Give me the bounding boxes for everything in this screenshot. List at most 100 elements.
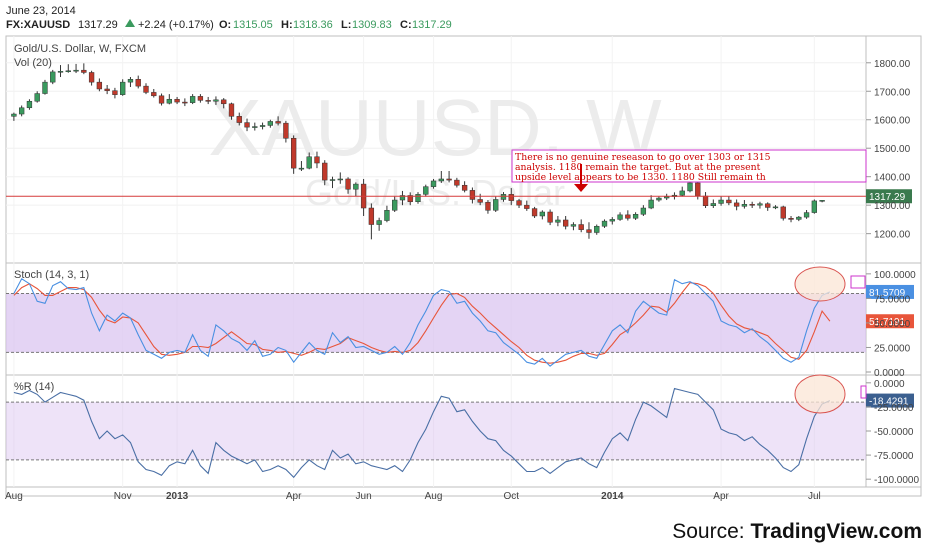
candle-body [314, 156, 320, 164]
williams-tick-label: -50.0000 [874, 427, 914, 438]
candle-body [205, 100, 211, 102]
candle-body [65, 70, 71, 73]
candle-body [81, 69, 87, 73]
candle-body [73, 69, 79, 72]
annotation-line-2: analysis. 1180 remain the target. But at… [515, 162, 761, 173]
annotation-box [511, 149, 867, 183]
last-price-readout: 1317.29 [78, 19, 118, 31]
axis-labels: 1200.00 1300.00 1400.00 1500.00 1600.00 1700.… [5, 59, 919, 502]
candle-body [322, 162, 328, 181]
williams-tick-label: -25.0000 [874, 403, 914, 414]
open-value: 1315.05 [233, 19, 273, 31]
time-tick-label: Apr [713, 491, 729, 502]
candle-body [687, 182, 693, 192]
stoch-band-fill [6, 293, 866, 353]
candle-body [547, 211, 553, 223]
time-tick-label: Oct [503, 491, 519, 502]
candle-body [345, 178, 351, 190]
candle-body [648, 199, 654, 209]
candle-body [819, 200, 825, 202]
candle-body [788, 218, 794, 220]
price-tick-label: 1400.00 [874, 173, 911, 184]
candle-body [718, 199, 724, 204]
candle-body [562, 219, 569, 227]
candle-body [524, 204, 530, 209]
candle-body [796, 216, 802, 220]
ohlc-readout: FX:XAUUSD 1317.29 +2.24 (+0.17%) O: 1315… [6, 19, 452, 31]
candle-body [368, 207, 375, 225]
close-value: 1317.29 [412, 19, 452, 31]
candle-body [531, 208, 538, 217]
candle-body [353, 183, 359, 190]
stoch-k-tag [866, 284, 914, 299]
close-label: C: [400, 19, 412, 31]
candle-body [290, 137, 297, 169]
candle-body [57, 71, 64, 73]
source-credit: Source: TradingView.com [672, 520, 922, 543]
candle-body [664, 196, 670, 199]
candle-body [469, 190, 476, 200]
source-prefix: Source: [672, 520, 750, 543]
annotation-line-3: upside level appears to be 1330. 1180 St… [515, 172, 766, 183]
candle-body [197, 96, 204, 101]
current-price-tag-label: 1317.29 [869, 192, 906, 203]
candle-body [477, 199, 483, 203]
candle-body [516, 200, 522, 206]
candle-body [213, 99, 219, 102]
candle-body [306, 156, 312, 169]
candle-body [625, 214, 631, 219]
candle-body [493, 199, 499, 211]
high-value: 1318.36 [293, 19, 333, 31]
candle-body [811, 200, 818, 213]
candle-body [158, 95, 165, 104]
volume-indicator-label: Vol (20) [14, 57, 52, 69]
change-readout: +2.24 (+0.17%) [138, 19, 214, 31]
candle-body [803, 212, 810, 218]
up-arrow-icon [125, 19, 135, 27]
candle-body [765, 203, 771, 208]
candle-body [702, 195, 709, 206]
annotation-line-1: There is no genuine reseason to go over … [515, 152, 771, 163]
candle-body [570, 224, 577, 227]
candle-body [415, 194, 421, 202]
candle-body [485, 202, 491, 211]
candle-body [430, 180, 437, 187]
candle-body [438, 178, 444, 182]
candle-body [236, 116, 242, 123]
candle-body [267, 121, 274, 126]
candle-body [454, 179, 460, 186]
price-candles: 1317.29 [6, 63, 912, 240]
candle-body [259, 125, 266, 127]
candle-body [221, 99, 227, 105]
candle-body [96, 81, 103, 90]
stoch-k-line [13, 278, 831, 367]
williams-tick-label: -75.0000 [874, 451, 914, 462]
analysis-annotation: There is no genuine reseason to go over … [511, 149, 867, 192]
stoch-pane-title: Stoch (14, 3, 1) [14, 269, 89, 281]
stoch-k-tag-label: 81.5709 [869, 288, 906, 299]
low-value: 1309.83 [352, 19, 392, 31]
candle-body [135, 79, 141, 87]
candle-body [601, 220, 608, 227]
candle-body [127, 79, 134, 83]
candle-body [298, 167, 305, 170]
candle-body [182, 101, 188, 104]
candle-body [733, 202, 740, 207]
candle-body [710, 203, 716, 206]
candle-body [88, 72, 95, 83]
candle-body [609, 219, 615, 222]
candle-body [423, 186, 429, 195]
candle-body [695, 182, 701, 197]
candle-body [50, 71, 56, 83]
candle-body [508, 194, 514, 201]
down-arrow-icon [574, 184, 588, 192]
williams-tick-label: -100.0000 [874, 475, 919, 486]
candle-body [757, 203, 763, 206]
candle-body [632, 214, 639, 219]
symbol-label: FX:XAUUSD [6, 19, 70, 31]
price-tick-label: 1600.00 [874, 116, 911, 127]
stoch-tick-label: 25.0000 [874, 343, 911, 354]
candle-body [337, 178, 343, 181]
stoch-d-tag-label: 51.7191 [869, 317, 906, 328]
